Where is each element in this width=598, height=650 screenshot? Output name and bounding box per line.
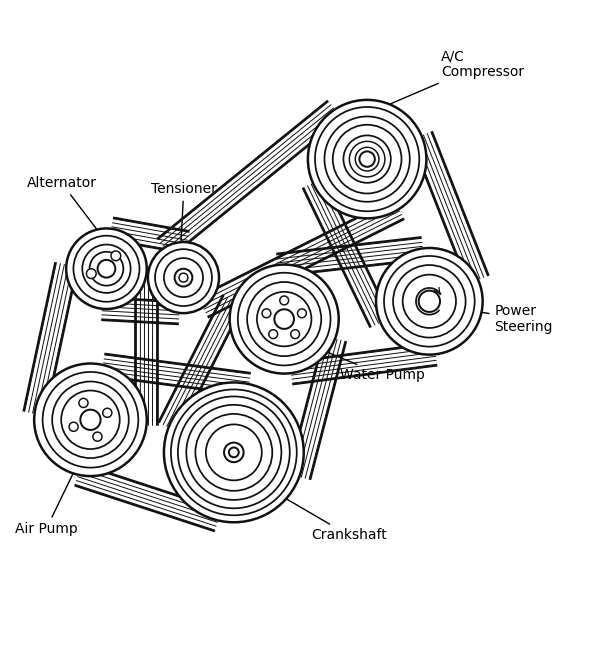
Polygon shape: [109, 218, 190, 254]
Text: Crankshaft: Crankshaft: [260, 484, 386, 542]
Circle shape: [297, 309, 306, 318]
Circle shape: [175, 268, 193, 287]
Polygon shape: [135, 273, 158, 426]
Circle shape: [376, 248, 483, 355]
Text: Tensioner: Tensioner: [151, 182, 216, 248]
Circle shape: [97, 260, 115, 278]
Circle shape: [93, 432, 102, 441]
Circle shape: [280, 296, 289, 305]
Circle shape: [262, 309, 271, 318]
Polygon shape: [276, 237, 424, 276]
Polygon shape: [289, 343, 437, 384]
Circle shape: [80, 410, 100, 430]
Circle shape: [148, 242, 219, 313]
Circle shape: [34, 363, 147, 476]
Polygon shape: [102, 354, 251, 395]
Circle shape: [291, 330, 300, 339]
Circle shape: [274, 309, 294, 329]
Polygon shape: [198, 199, 404, 318]
Text: Air Pump: Air Pump: [14, 440, 89, 536]
Polygon shape: [75, 464, 222, 531]
Circle shape: [359, 151, 375, 167]
Polygon shape: [303, 178, 390, 328]
Circle shape: [66, 228, 147, 309]
Polygon shape: [158, 294, 243, 433]
Circle shape: [164, 382, 304, 523]
Circle shape: [229, 447, 239, 457]
Polygon shape: [411, 131, 489, 284]
Circle shape: [269, 330, 277, 339]
Text: Power
Steering: Power Steering: [453, 304, 553, 334]
Polygon shape: [157, 101, 342, 257]
Circle shape: [103, 408, 112, 417]
Circle shape: [308, 100, 426, 218]
Circle shape: [224, 443, 243, 462]
Polygon shape: [288, 335, 346, 480]
Polygon shape: [23, 262, 77, 416]
Circle shape: [111, 251, 121, 261]
Circle shape: [230, 265, 338, 374]
Circle shape: [79, 398, 88, 408]
Text: Water Pump: Water Pump: [307, 344, 425, 382]
Circle shape: [179, 273, 188, 282]
Text: Alternator: Alternator: [26, 176, 105, 240]
Polygon shape: [101, 298, 180, 324]
Circle shape: [69, 422, 78, 432]
Circle shape: [86, 268, 96, 278]
Circle shape: [419, 291, 440, 312]
Text: A/C
Compressor: A/C Compressor: [361, 49, 524, 116]
